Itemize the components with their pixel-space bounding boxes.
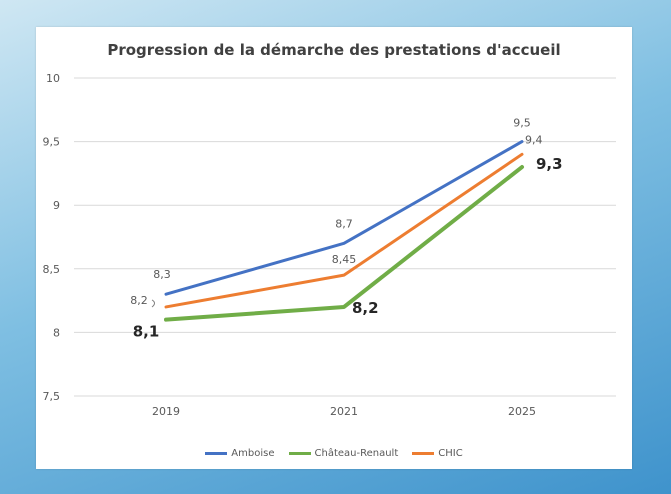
legend-label: CHIC xyxy=(438,448,463,459)
y-tick-label: 10 xyxy=(46,72,60,85)
y-tick-label: 8 xyxy=(53,326,60,339)
legend-label: Amboise xyxy=(231,448,275,459)
y-tick-label: 8,5 xyxy=(43,263,61,276)
data-label: 9,4 xyxy=(525,133,543,146)
label-leader-line xyxy=(151,299,155,308)
y-tick-label: 9 xyxy=(53,199,60,212)
legend-item: Amboise xyxy=(205,448,275,459)
series-line-chic xyxy=(164,152,524,309)
x-tick-label: 2021 xyxy=(330,405,358,418)
legend-swatch xyxy=(288,452,311,455)
data-label: 8,7 xyxy=(335,217,353,230)
x-tick-label: 2019 xyxy=(152,405,180,418)
data-label: 8,2 xyxy=(130,294,148,307)
chart-legend: Amboise Château-Renault CHIC xyxy=(36,448,632,459)
data-label: 9,5 xyxy=(513,117,531,130)
series-line-amboise xyxy=(164,140,524,296)
line-chart: 7,5 8 8,5 9 9,5 10 2019 2021 2025 8,3 8,7 9,5 8,1 8,2… xyxy=(43,72,616,418)
data-label: 8,1 xyxy=(133,323,160,341)
y-tick-label: 7,5 xyxy=(43,390,61,403)
legend-swatch xyxy=(412,452,435,455)
data-label: 8,45 xyxy=(332,253,357,266)
x-tick-label: 2025 xyxy=(508,405,536,418)
chart-card: Progression de la démarche des prestatio… xyxy=(36,27,632,469)
legend-label: Château-Renault xyxy=(314,448,399,459)
legend-item: Château-Renault xyxy=(288,448,399,459)
y-tick-label: 9,5 xyxy=(43,136,61,149)
legend-swatch xyxy=(205,452,228,455)
chart-title: Progression de la démarche des prestatio… xyxy=(107,41,561,59)
data-label: 8,3 xyxy=(153,268,171,281)
data-label: 8,2 xyxy=(352,299,379,317)
series-line-ch-teau-renault xyxy=(164,165,524,322)
data-label: 9,3 xyxy=(536,155,563,173)
legend-item: CHIC xyxy=(412,448,463,459)
